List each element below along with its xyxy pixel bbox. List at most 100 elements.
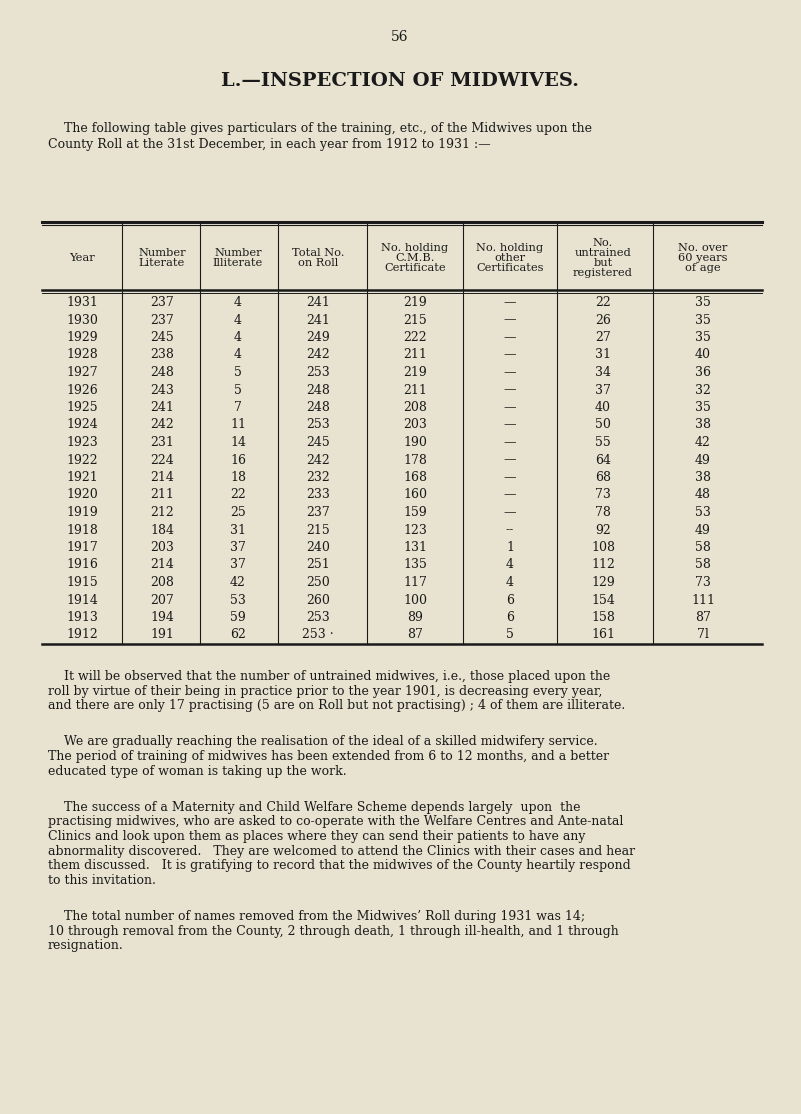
Text: 5: 5 — [506, 628, 514, 642]
Text: other: other — [494, 253, 525, 263]
Text: 253: 253 — [306, 610, 330, 624]
Text: 78: 78 — [595, 506, 611, 519]
Text: 49: 49 — [695, 524, 711, 537]
Text: 38: 38 — [695, 471, 711, 483]
Text: 1925: 1925 — [66, 401, 98, 414]
Text: 111: 111 — [691, 594, 715, 606]
Text: —: — — [504, 419, 517, 431]
Text: 1923: 1923 — [66, 436, 98, 449]
Text: them discussed.   It is gratifying to record that the midwives of the County hea: them discussed. It is gratifying to reco… — [48, 859, 630, 872]
Text: It will be observed that the number of untrained midwives, i.e., those placed up: It will be observed that the number of u… — [48, 670, 610, 683]
Text: 1912: 1912 — [66, 628, 98, 642]
Text: 203: 203 — [403, 419, 427, 431]
Text: 208: 208 — [403, 401, 427, 414]
Text: 159: 159 — [403, 506, 427, 519]
Text: 49: 49 — [695, 453, 711, 467]
Text: --: -- — [506, 524, 514, 537]
Text: 14: 14 — [230, 436, 246, 449]
Text: 35: 35 — [695, 401, 711, 414]
Text: 1929: 1929 — [66, 331, 98, 344]
Text: on Roll: on Roll — [298, 258, 338, 268]
Text: 240: 240 — [306, 541, 330, 554]
Text: 62: 62 — [230, 628, 246, 642]
Text: 211: 211 — [403, 349, 427, 362]
Text: 112: 112 — [591, 558, 615, 571]
Text: 38: 38 — [695, 419, 711, 431]
Text: 154: 154 — [591, 594, 615, 606]
Text: 253: 253 — [306, 419, 330, 431]
Text: 178: 178 — [403, 453, 427, 467]
Text: Clinics and look upon them as places where they can send their patients to have : Clinics and look upon them as places whe… — [48, 830, 586, 843]
Text: —: — — [504, 313, 517, 326]
Text: 26: 26 — [595, 313, 611, 326]
Text: 214: 214 — [150, 558, 174, 571]
Text: 203: 203 — [150, 541, 174, 554]
Text: 241: 241 — [150, 401, 174, 414]
Text: 7: 7 — [234, 401, 242, 414]
Text: 219: 219 — [403, 296, 427, 309]
Text: 11: 11 — [230, 419, 246, 431]
Text: registered: registered — [573, 268, 633, 278]
Text: 243: 243 — [150, 383, 174, 397]
Text: —: — — [504, 471, 517, 483]
Text: resignation.: resignation. — [48, 939, 123, 952]
Text: 100: 100 — [403, 594, 427, 606]
Text: County Roll at the 31st December, in each year from 1912 to 1931 :—: County Roll at the 31st December, in eac… — [48, 138, 491, 152]
Text: 58: 58 — [695, 541, 711, 554]
Text: 1919: 1919 — [66, 506, 98, 519]
Text: 4: 4 — [234, 331, 242, 344]
Text: 4: 4 — [506, 576, 514, 589]
Text: 215: 215 — [306, 524, 330, 537]
Text: 245: 245 — [306, 436, 330, 449]
Text: 10 through removal from the County, 2 through death, 1 through ill-health, and 1: 10 through removal from the County, 2 th… — [48, 925, 618, 938]
Text: The following table gives particulars of the training, etc., of the Midwives upo: The following table gives particulars of… — [48, 123, 592, 135]
Text: 6: 6 — [506, 594, 514, 606]
Text: 108: 108 — [591, 541, 615, 554]
Text: 222: 222 — [403, 331, 427, 344]
Text: 16: 16 — [230, 453, 246, 467]
Text: 1920: 1920 — [66, 489, 98, 501]
Text: 117: 117 — [403, 576, 427, 589]
Text: 4: 4 — [506, 558, 514, 571]
Text: 64: 64 — [595, 453, 611, 467]
Text: 242: 242 — [150, 419, 174, 431]
Text: —: — — [504, 367, 517, 379]
Text: 55: 55 — [595, 436, 611, 449]
Text: 1928: 1928 — [66, 349, 98, 362]
Text: 87: 87 — [695, 610, 711, 624]
Text: but: but — [594, 258, 613, 268]
Text: 1924: 1924 — [66, 419, 98, 431]
Text: 260: 260 — [306, 594, 330, 606]
Text: 4: 4 — [234, 296, 242, 309]
Text: 160: 160 — [403, 489, 427, 501]
Text: 35: 35 — [695, 331, 711, 344]
Text: 123: 123 — [403, 524, 427, 537]
Text: —: — — [504, 383, 517, 397]
Text: —: — — [504, 349, 517, 362]
Text: 1916: 1916 — [66, 558, 98, 571]
Text: —: — — [504, 436, 517, 449]
Text: 50: 50 — [595, 419, 611, 431]
Text: 190: 190 — [403, 436, 427, 449]
Text: 251: 251 — [306, 558, 330, 571]
Text: 250: 250 — [306, 576, 330, 589]
Text: 42: 42 — [695, 436, 711, 449]
Text: 135: 135 — [403, 558, 427, 571]
Text: 129: 129 — [591, 576, 615, 589]
Text: 249: 249 — [306, 331, 330, 344]
Text: 253 ·: 253 · — [302, 628, 334, 642]
Text: 40: 40 — [695, 349, 711, 362]
Text: 56: 56 — [391, 30, 409, 43]
Text: 18: 18 — [230, 471, 246, 483]
Text: 1927: 1927 — [66, 367, 98, 379]
Text: 37: 37 — [230, 541, 246, 554]
Text: practising midwives, who are asked to co-operate with the Welfare Centres and An: practising midwives, who are asked to co… — [48, 815, 623, 829]
Text: 36: 36 — [695, 367, 711, 379]
Text: 248: 248 — [306, 401, 330, 414]
Text: 238: 238 — [150, 349, 174, 362]
Text: —: — — [504, 401, 517, 414]
Text: 207: 207 — [150, 594, 174, 606]
Text: 32: 32 — [695, 383, 711, 397]
Text: 131: 131 — [403, 541, 427, 554]
Text: 1922: 1922 — [66, 453, 98, 467]
